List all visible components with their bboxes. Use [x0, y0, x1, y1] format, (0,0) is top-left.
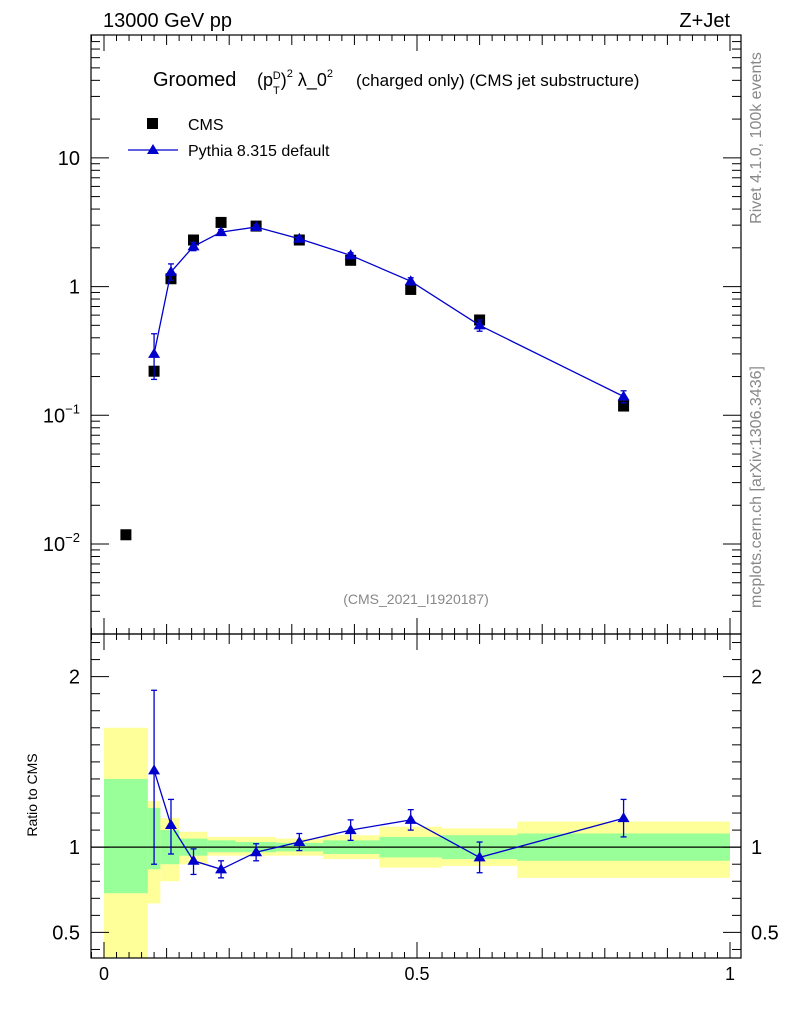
panel-frames: 0 0.5 1 10−2 10−1 1 10 0.5 0.5 1 1 2 2 [43, 34, 779, 984]
ratio-point-3 [215, 863, 228, 874]
ratio-panel [91, 689, 741, 958]
cms-point-10 [618, 400, 630, 412]
cms-point-8 [405, 283, 417, 295]
main-y-tick-label-1: 10−1 [43, 401, 80, 427]
analysis-id-label: (CMS_2021_I1920187) [343, 591, 489, 607]
title-math: (pTD)2 λ_02 [257, 68, 333, 97]
cms-point-0 [120, 529, 132, 541]
x-tick-label-1: 0.5 [404, 964, 429, 984]
main-y-tick-label-0: 10−2 [43, 530, 80, 556]
cms-point-7 [345, 254, 357, 266]
legend-cms-marker [147, 118, 158, 129]
ratio-y-tick-label-1: 1 [69, 837, 80, 859]
pythia-point-0 [148, 347, 161, 358]
ratio-y-tick-label-right-1: 1 [751, 837, 762, 859]
ratio-pythia-line [153, 770, 624, 870]
ratio-band-inner-4 [207, 840, 236, 853]
pythia-point-1 [164, 265, 177, 276]
pythia-point-5 [293, 232, 306, 243]
pythia-point-6 [344, 249, 357, 260]
pythia-point-7 [404, 275, 417, 286]
ratio-point-6 [344, 824, 357, 835]
ratio-ylabel: Ratio to CMS [24, 753, 40, 836]
mcplots-label: mcplots.cern.ch [arXiv:1306.3436] [748, 366, 765, 608]
x-tick-label-0: 0 [99, 964, 109, 984]
pythia-line [153, 226, 624, 398]
x-tick-label-2: 1 [725, 964, 735, 984]
ratio-point-9 [617, 812, 630, 823]
pythia-point-2 [187, 240, 200, 251]
ratio-frame [90, 633, 742, 959]
pythia-point-8 [473, 319, 486, 330]
cms-point-4 [215, 216, 227, 228]
main-y-tick-label-2: 1 [69, 277, 80, 299]
pythia-point-4 [250, 221, 263, 232]
pythia-point-9 [617, 390, 630, 401]
ratio-y-tick-label-right-0: 0.5 [751, 922, 779, 944]
ratio-band-inner-0 [104, 778, 148, 894]
ratio-point-8 [473, 851, 486, 862]
ratio-point-0 [148, 764, 161, 775]
main-y-tick-label-3: 10 [58, 148, 80, 170]
ratio-point-5 [293, 836, 306, 847]
ratio-point-2 [187, 854, 200, 865]
pythia-point-3 [215, 226, 228, 237]
legend: CMS Pythia 8.315 default [128, 117, 330, 160]
main-panel [120, 216, 630, 541]
rivet-version-label: Rivet 4.1.0, 100k events [748, 52, 765, 224]
ratio-point-1 [164, 818, 177, 829]
legend-pythia-label: Pythia 8.315 default [188, 143, 330, 160]
title-prefix: Groomed [153, 69, 236, 91]
ratio-point-7 [404, 813, 417, 824]
ratio-y-tick-label-right-2: 2 [751, 667, 762, 689]
cms-point-3 [188, 234, 200, 246]
header-process-label: Z+Jet [679, 10, 730, 32]
legend-cms-label: CMS [188, 117, 224, 134]
ratio-y-tick-label-0: 0.5 [52, 922, 80, 944]
ratio-y-tick-label-2: 2 [69, 667, 80, 689]
header-energy-label: 13000 GeV pp [103, 10, 232, 32]
title-suffix: (charged only) (CMS jet substructure) [356, 71, 639, 90]
legend-pythia-marker [147, 144, 159, 154]
ratio-point-4 [250, 846, 263, 857]
chart-title: Groomed (pTD)2 λ_02 (charged only) (CMS … [153, 68, 639, 97]
